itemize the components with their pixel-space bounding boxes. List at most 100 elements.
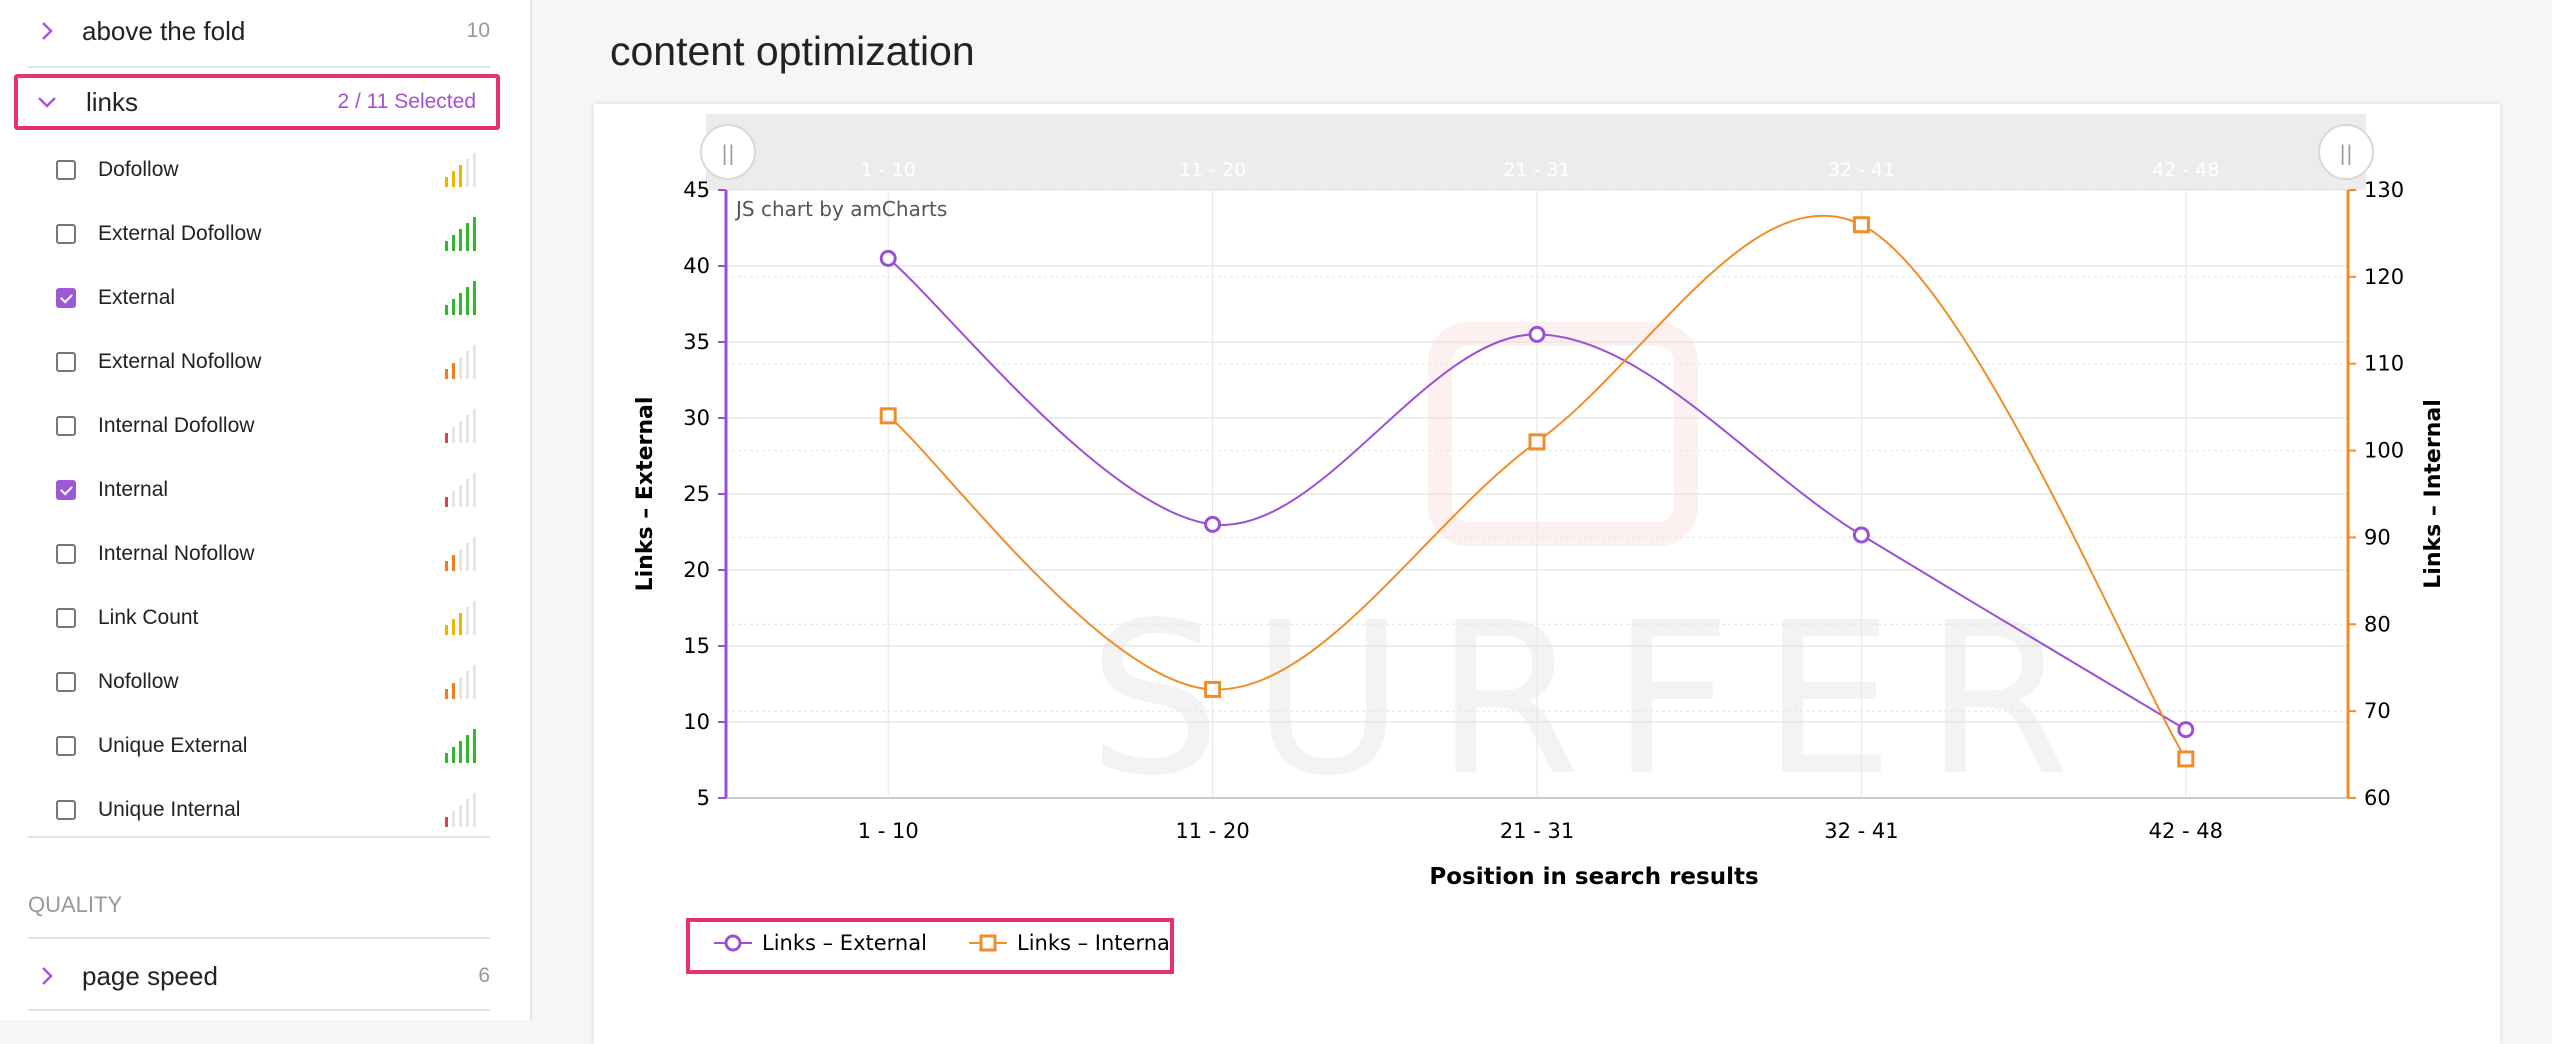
signal-bar <box>466 607 469 635</box>
data-point-internal <box>1852 216 1870 234</box>
signal-bar <box>459 677 462 699</box>
signal-bar <box>473 601 476 635</box>
legend-label: Links – External <box>762 931 927 955</box>
signal-bar <box>473 345 476 379</box>
metric-item[interactable]: Internal <box>56 470 480 510</box>
signal-bar <box>466 351 469 379</box>
metric-checkbox[interactable] <box>56 608 76 628</box>
metric-item[interactable]: Nofollow <box>56 662 480 702</box>
data-point-external <box>2177 721 2195 739</box>
y-tick-label-right: 110 <box>2364 352 2404 376</box>
signal-bar <box>459 613 462 635</box>
watermark-text: SURFER <box>1088 577 2100 822</box>
scrollbar-grip-icon: || <box>721 141 734 165</box>
signal-bar <box>445 753 448 763</box>
metric-item[interactable]: External Dofollow <box>56 214 480 254</box>
signal-bar <box>466 287 469 315</box>
metric-label: External Nofollow <box>98 350 262 373</box>
metric-checkbox[interactable] <box>56 288 76 308</box>
metric-item[interactable]: Unique Internal <box>56 790 480 830</box>
signal-bar <box>459 229 462 251</box>
group-page-speed[interactable]: page speed 6 <box>28 943 490 1009</box>
metric-checkbox[interactable] <box>56 480 76 500</box>
data-point-internal <box>879 407 897 425</box>
signal-bar <box>466 479 469 507</box>
divider <box>28 836 490 838</box>
signal-strength-icon <box>445 473 476 507</box>
metric-checkbox[interactable] <box>56 672 76 692</box>
signal-bar <box>452 491 455 507</box>
metric-checkbox[interactable] <box>56 416 76 436</box>
signal-bar <box>445 241 448 251</box>
group-count: 10 <box>466 19 490 42</box>
data-point-external <box>1852 526 1870 544</box>
legend-marker-circle-icon <box>724 934 742 952</box>
signal-strength-icon <box>445 729 476 763</box>
divider <box>28 66 490 68</box>
y-tick-label-left: 30 <box>683 406 710 430</box>
signal-bar <box>466 671 469 699</box>
metric-label: Internal <box>98 478 169 501</box>
signal-bar <box>459 485 462 507</box>
y-tick-label-right: 70 <box>2364 699 2391 723</box>
metric-item[interactable]: External <box>56 278 480 318</box>
metric-checkbox[interactable] <box>56 352 76 372</box>
signal-bar <box>459 549 462 571</box>
signal-bar <box>445 369 448 379</box>
data-point-external <box>1528 325 1546 343</box>
group-links[interactable]: links 2 / 11 Selected <box>14 74 500 130</box>
metric-item[interactable]: Dofollow <box>56 150 480 190</box>
chart-scrollbar <box>706 114 2366 190</box>
signal-bar <box>466 159 469 187</box>
signal-bar <box>445 817 448 827</box>
divider <box>28 1009 490 1011</box>
legend-marker-square-icon <box>979 934 997 952</box>
scrollbar-handle-right <box>2318 124 2374 180</box>
metric-checkbox[interactable] <box>56 736 76 756</box>
signal-bar <box>445 305 448 315</box>
sidebar: above the fold 10 links 2 / 11 Selected … <box>0 0 532 1020</box>
y-tick-label-right: 90 <box>2364 525 2391 549</box>
metric-item[interactable]: Link Count <box>56 598 480 638</box>
data-point-internal <box>1528 433 1546 451</box>
signal-strength-icon <box>445 537 476 571</box>
y-tick-label-right: 130 <box>2364 178 2404 202</box>
metric-label: Dofollow <box>98 158 179 181</box>
signal-bar <box>473 729 476 763</box>
signal-bar <box>466 735 469 763</box>
signal-bar <box>445 433 448 443</box>
chart-credit: JS chart by amCharts <box>734 197 947 221</box>
metric-item[interactable]: Internal Dofollow <box>56 406 480 446</box>
divider <box>28 937 490 939</box>
signal-strength-icon <box>445 281 476 315</box>
metric-item[interactable]: Internal Nofollow <box>56 534 480 574</box>
signal-bar <box>459 293 462 315</box>
data-point-internal <box>1204 680 1222 698</box>
y-tick-label-left: 45 <box>683 178 710 202</box>
signal-bar <box>466 543 469 571</box>
metric-label: Nofollow <box>98 670 179 693</box>
group-label: page speed <box>82 960 218 991</box>
metric-checkbox[interactable] <box>56 800 76 820</box>
group-above-the-fold[interactable]: above the fold 10 <box>28 0 490 64</box>
signal-bar <box>466 415 469 443</box>
scrollbar-category-label: 21 - 31 <box>1503 159 1570 181</box>
signal-bar <box>445 561 448 571</box>
metric-label: Unique External <box>98 734 248 757</box>
signal-bar <box>473 537 476 571</box>
metric-checkbox[interactable] <box>56 224 76 244</box>
signal-bar <box>459 357 462 379</box>
chart-svg: SURFER 1 - 10 11 - 20 21 - 31 32 - 41 42 - 48… <box>633 114 2446 955</box>
signal-strength-icon <box>445 409 476 443</box>
signal-bar <box>466 799 469 827</box>
section-heading-quality: QUALITY <box>28 892 123 917</box>
signal-bar <box>445 625 448 635</box>
metric-checkbox[interactable] <box>56 544 76 564</box>
selected-count: 2 / 11 Selected <box>337 90 476 113</box>
metric-checkbox[interactable] <box>56 160 76 180</box>
signal-bar <box>452 427 455 443</box>
metric-item[interactable]: Unique External <box>56 726 480 766</box>
y-tick-label-left: 5 <box>697 786 710 810</box>
y-axis-title-left: Links – External <box>633 397 658 592</box>
metric-item[interactable]: External Nofollow <box>56 342 480 382</box>
